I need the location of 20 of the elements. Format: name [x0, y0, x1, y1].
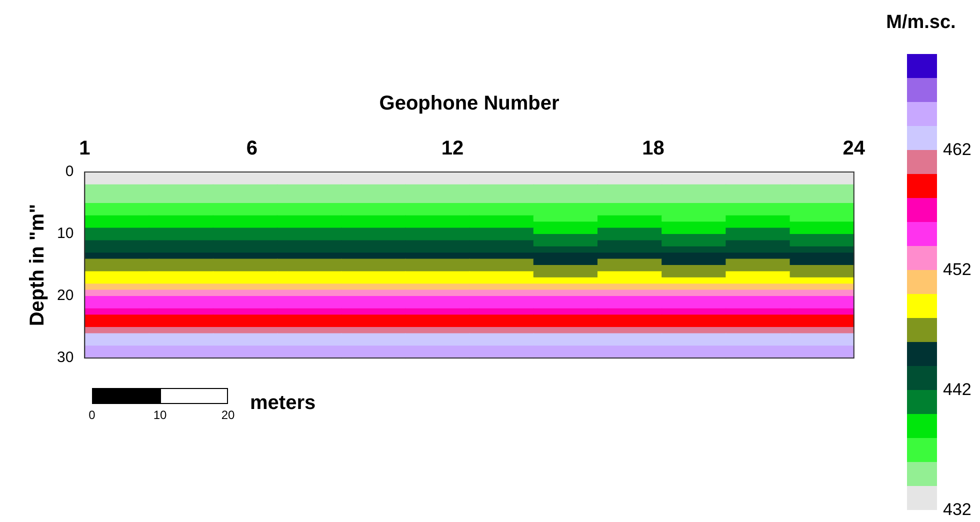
x-tick-label: 18: [642, 138, 664, 160]
color-bar-label: 462: [943, 140, 972, 159]
x-tick-label: 12: [441, 138, 464, 160]
y-tick-label: 10: [56, 225, 74, 242]
y-tick-label: 30: [56, 349, 74, 366]
color-bar-label: 442: [943, 380, 972, 399]
text: 10: [152, 408, 168, 422]
x-tick-label: 6: [246, 138, 258, 160]
text: 20: [220, 408, 236, 422]
y-tick-label: 20: [56, 287, 74, 304]
y-tick-label: 0: [65, 163, 74, 180]
x-tick-label: 24: [842, 138, 866, 160]
text: meters: [250, 392, 316, 415]
x-tick-label: 1: [79, 138, 90, 160]
y-axis-title: Depth in "m": [26, 204, 49, 326]
text: 0: [88, 408, 96, 422]
x-axis-title: Geophone Number: [379, 92, 560, 115]
color-bar-title: M/m.sc.: [885, 12, 957, 34]
color-bar-label: 432: [943, 500, 972, 519]
color-bar-label: 452: [943, 260, 972, 279]
